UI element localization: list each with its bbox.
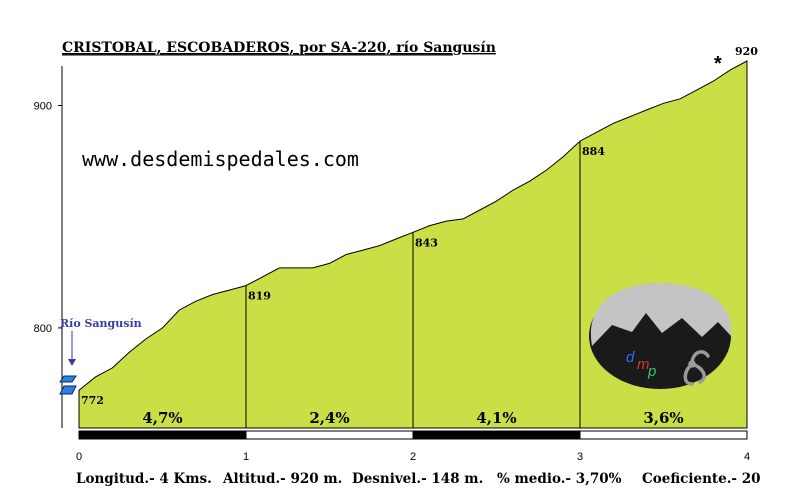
- start-annotation: Río Sangusín: [60, 317, 142, 330]
- x-tick-label-1: 1: [243, 451, 249, 463]
- chart-title: CRISTOBAL, ESCOBADEROS, por SA-220, río …: [62, 40, 496, 56]
- x-tick-label-0: 0: [76, 451, 82, 463]
- logo-letter-p: p: [647, 363, 656, 380]
- dmp-logo: d m p: [589, 283, 732, 389]
- y-tick-label-800: 800: [34, 323, 52, 335]
- km-bar-segment-4: [579, 430, 748, 440]
- stat-longitud: Longitud.- 4 Kms.: [76, 471, 212, 487]
- km-bar-segment-1: [78, 430, 247, 440]
- x-tick-label-3: 3: [577, 451, 583, 463]
- triskelion-icon: [683, 350, 710, 386]
- elevation-label-772: 772: [81, 394, 104, 407]
- km-bar-segment-2: [245, 430, 414, 440]
- elevation-label-884: 884: [582, 145, 605, 158]
- stat-desnivel: Desnivel.- 148 m.: [352, 471, 483, 487]
- elevation-label-819: 819: [248, 290, 271, 303]
- bridge-icon: [59, 375, 77, 395]
- segment-gradient-1: 4,7%: [142, 409, 182, 427]
- elevation-label-843: 843: [415, 236, 438, 249]
- km-bar-segment-3: [412, 430, 581, 440]
- x-tick-label-2: 2: [410, 451, 416, 463]
- summit-marker: *: [714, 53, 722, 75]
- logo-letter-d: d: [626, 349, 635, 366]
- elevation-label-920: 920: [735, 45, 758, 58]
- stat-coeficiente: Coeficiente.- 20: [642, 471, 761, 487]
- logo-letter-m: m: [637, 356, 650, 373]
- stat-porcentaje-medio: % medio.- 3,70%: [497, 471, 622, 487]
- y-tick-label-900: 900: [34, 100, 52, 112]
- start-arrow-head: [68, 359, 76, 366]
- stat-altitud: Altitud.- 920 m.: [222, 471, 342, 487]
- website-url: www.desdemispedales.com: [82, 147, 359, 171]
- segment-gradient-4: 3,6%: [643, 409, 683, 427]
- segment-gradient-2: 2,4%: [309, 409, 349, 427]
- x-tick-label-4: 4: [744, 451, 750, 463]
- segment-gradient-3: 4,1%: [476, 409, 516, 427]
